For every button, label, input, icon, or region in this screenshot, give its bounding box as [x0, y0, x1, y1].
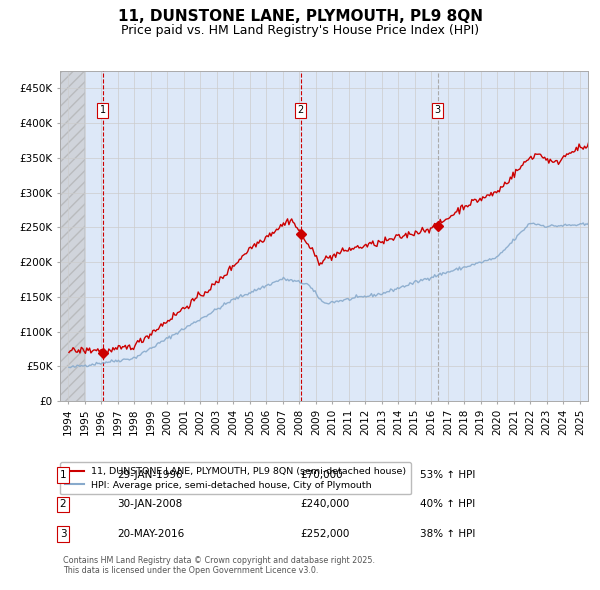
Text: 2: 2 — [59, 500, 67, 509]
Text: Price paid vs. HM Land Registry's House Price Index (HPI): Price paid vs. HM Land Registry's House … — [121, 24, 479, 37]
Text: 11, DUNSTONE LANE, PLYMOUTH, PL9 8QN: 11, DUNSTONE LANE, PLYMOUTH, PL9 8QN — [118, 9, 482, 24]
Text: £70,000: £70,000 — [300, 470, 343, 480]
Text: 3: 3 — [59, 529, 67, 539]
Legend: 11, DUNSTONE LANE, PLYMOUTH, PL9 8QN (semi-detached house), HPI: Average price, : 11, DUNSTONE LANE, PLYMOUTH, PL9 8QN (se… — [60, 463, 411, 494]
Text: 1: 1 — [59, 470, 67, 480]
Text: 38% ↑ HPI: 38% ↑ HPI — [420, 529, 475, 539]
Bar — [60, 71, 85, 401]
Text: 30-JAN-2008: 30-JAN-2008 — [117, 500, 182, 509]
Text: 40% ↑ HPI: 40% ↑ HPI — [420, 500, 475, 509]
Text: Contains HM Land Registry data © Crown copyright and database right 2025.
This d: Contains HM Land Registry data © Crown c… — [63, 556, 375, 575]
Text: 1: 1 — [100, 106, 106, 116]
Text: 29-JAN-1996: 29-JAN-1996 — [117, 470, 182, 480]
Text: £252,000: £252,000 — [300, 529, 349, 539]
Text: 53% ↑ HPI: 53% ↑ HPI — [420, 470, 475, 480]
Text: 2: 2 — [298, 106, 304, 116]
Text: £240,000: £240,000 — [300, 500, 349, 509]
Text: 3: 3 — [434, 106, 440, 116]
Text: 20-MAY-2016: 20-MAY-2016 — [117, 529, 184, 539]
